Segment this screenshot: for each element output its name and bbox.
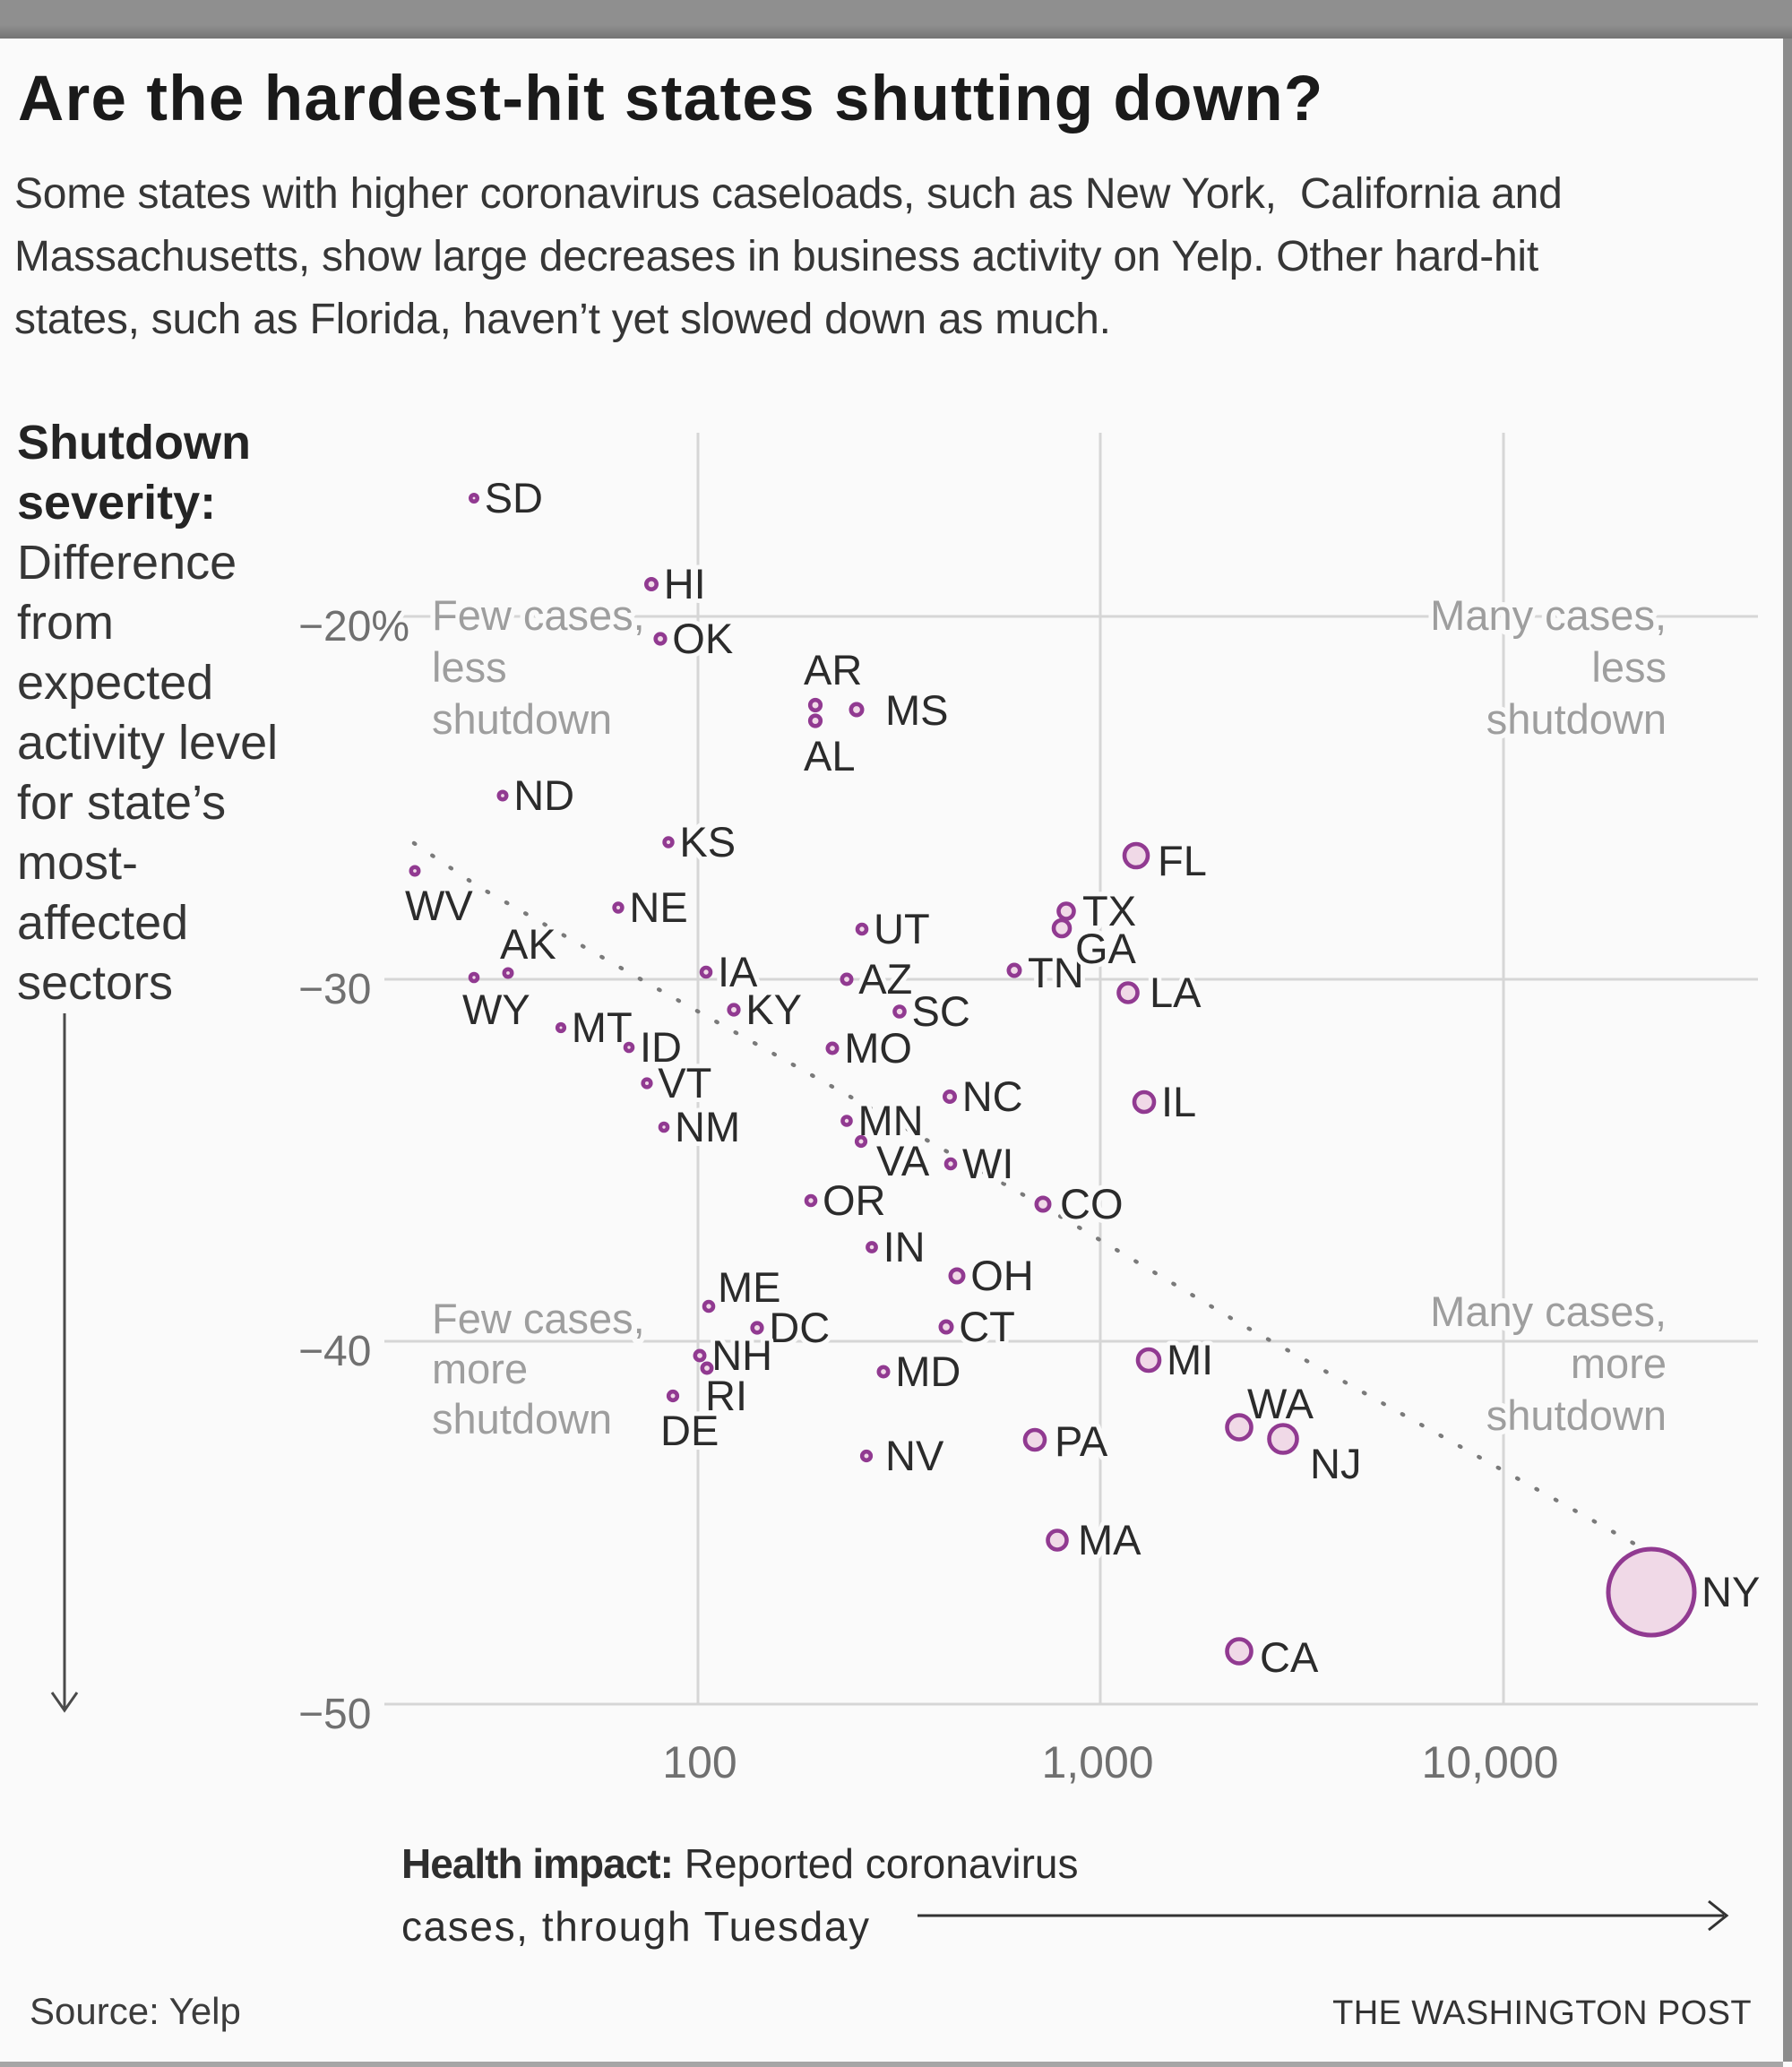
svg-text:shutdown: shutdown: [432, 695, 612, 743]
svg-text:VA: VA: [876, 1137, 930, 1184]
svg-text:AR: AR: [804, 646, 862, 693]
svg-text:−50: −50: [298, 1691, 371, 1738]
svg-text:AK: AK: [500, 920, 556, 968]
svg-text:Health impact: Reported corona: Health impact: Reported coronavirus: [401, 1840, 1079, 1887]
svg-text:cases, through Tuesday: cases, through Tuesday: [401, 1903, 871, 1950]
svg-text:ID: ID: [640, 1023, 682, 1071]
svg-text:KS: KS: [679, 818, 736, 866]
svg-text:less: less: [1591, 643, 1667, 691]
svg-text:more: more: [1571, 1339, 1667, 1387]
svg-text:NM: NM: [675, 1103, 740, 1150]
svg-text:shutdown: shutdown: [1486, 1391, 1667, 1439]
svg-text:NJ: NJ: [1310, 1440, 1361, 1487]
svg-text:LA: LA: [1150, 969, 1202, 1016]
svg-text:Many cases,: Many cases,: [1430, 1288, 1667, 1335]
svg-text:NE: NE: [629, 883, 687, 931]
svg-text:OK: OK: [672, 615, 733, 662]
svg-text:−40: −40: [298, 1328, 371, 1375]
svg-text:WV: WV: [405, 882, 473, 929]
svg-text:CT: CT: [959, 1303, 1015, 1350]
svg-text:WY: WY: [462, 986, 530, 1033]
svg-text:MT: MT: [572, 1003, 633, 1051]
svg-text:MI: MI: [1167, 1336, 1213, 1383]
svg-text:1,000: 1,000: [1041, 1737, 1153, 1787]
svg-text:KY: KY: [745, 986, 802, 1033]
svg-text:RI: RI: [705, 1372, 747, 1419]
svg-text:THE WASHINGTON POST: THE WASHINGTON POST: [1332, 1994, 1752, 2032]
svg-text:FL: FL: [1158, 837, 1207, 884]
svg-text:WA: WA: [1247, 1380, 1314, 1427]
svg-text:TX: TX: [1082, 887, 1136, 934]
svg-text:ND: ND: [513, 771, 574, 819]
svg-text:MO: MO: [844, 1024, 912, 1072]
svg-text:MD: MD: [895, 1348, 961, 1395]
svg-text:IL: IL: [1161, 1078, 1196, 1125]
svg-text:SD: SD: [485, 474, 543, 521]
svg-text:more: more: [432, 1345, 528, 1392]
svg-text:MA: MA: [1078, 1516, 1142, 1563]
svg-text:Many cases,: Many cases,: [1430, 591, 1667, 639]
svg-text:UT: UT: [874, 905, 930, 952]
svg-text:NC: NC: [962, 1072, 1023, 1120]
svg-text:−30: −30: [298, 966, 371, 1013]
svg-text:less: less: [432, 643, 507, 691]
svg-text:CO: CO: [1060, 1180, 1124, 1227]
svg-text:MS: MS: [885, 686, 949, 734]
svg-text:Few cases,: Few cases,: [432, 1295, 645, 1342]
svg-text:100: 100: [662, 1737, 737, 1787]
svg-text:IA: IA: [718, 948, 758, 995]
svg-text:OR: OR: [823, 1176, 886, 1224]
svg-text:Few cases,: Few cases,: [432, 591, 645, 639]
svg-text:shutdown: shutdown: [432, 1395, 612, 1443]
svg-text:PA: PA: [1055, 1417, 1108, 1465]
svg-text:AZ: AZ: [858, 955, 912, 1003]
svg-text:GA: GA: [1075, 925, 1137, 972]
svg-text:VT: VT: [658, 1059, 711, 1107]
svg-text:Source: Yelp: Source: Yelp: [30, 1990, 241, 2032]
svg-text:HI: HI: [664, 560, 706, 607]
svg-text:WI: WI: [962, 1140, 1013, 1187]
svg-text:CA: CA: [1260, 1633, 1319, 1681]
svg-text:DE: DE: [660, 1407, 719, 1454]
svg-text:DC: DC: [769, 1304, 830, 1351]
svg-text:TN: TN: [1028, 949, 1084, 996]
svg-text:IN: IN: [883, 1223, 926, 1270]
svg-text:OH: OH: [970, 1252, 1034, 1299]
svg-text:AL: AL: [804, 732, 856, 779]
svg-text:ME: ME: [718, 1263, 781, 1311]
svg-text:NH: NH: [711, 1331, 772, 1379]
svg-text:shutdown: shutdown: [1486, 695, 1667, 743]
svg-text:NY: NY: [1702, 1568, 1760, 1615]
svg-text:−20%: −20%: [298, 603, 409, 650]
svg-text:10,000: 10,000: [1422, 1737, 1559, 1787]
svg-text:NV: NV: [885, 1432, 944, 1479]
svg-text:SC: SC: [912, 987, 970, 1035]
